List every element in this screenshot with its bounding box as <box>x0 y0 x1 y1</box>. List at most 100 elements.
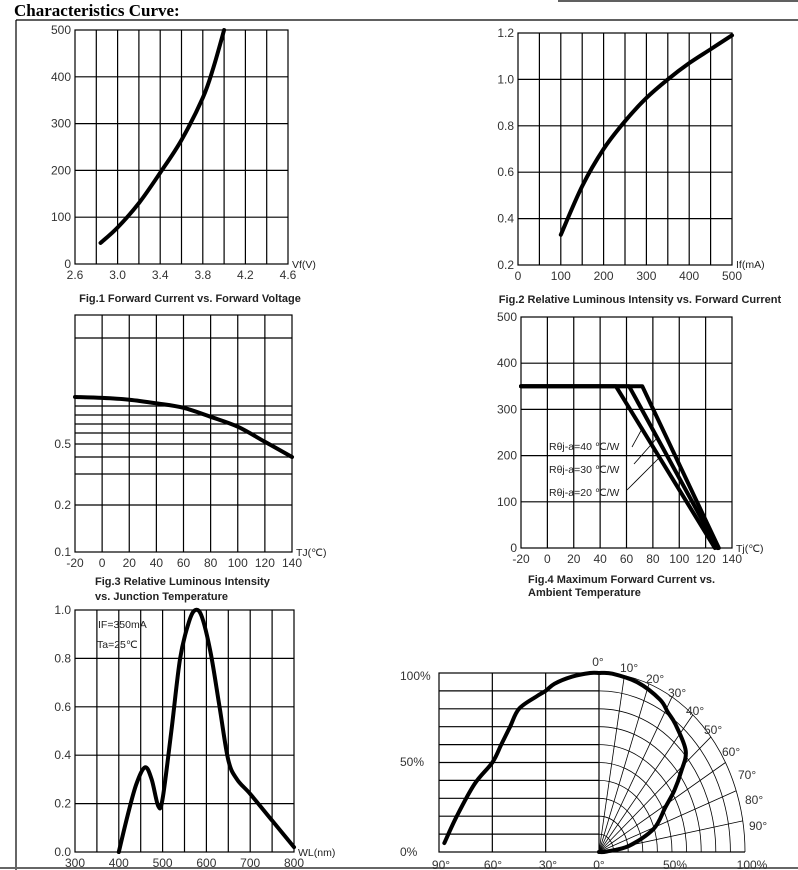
series-line-1 <box>98 28 227 245</box>
x-tick-label: 500 <box>722 269 742 283</box>
y-tick-label: 0.8 <box>54 651 71 665</box>
x-tick-label: 80 <box>646 552 660 566</box>
y-tick-label: 500 <box>497 310 517 324</box>
polar-spoke <box>598 675 625 853</box>
polar-arc <box>598 744 687 853</box>
bottom-axis-label: 60° <box>484 858 502 870</box>
angle-label: 40° <box>686 704 704 718</box>
angle-label: 80° <box>745 793 763 807</box>
x-tick-label: 60 <box>620 552 634 566</box>
angle-label: 0° <box>592 655 604 669</box>
x-axis-label: Tj(℃) <box>736 543 764 555</box>
chart-1: 2.6 3.0 3.4 3.8 4.2 4.6 0 100 200 300 400 500 Vf(V) F… <box>51 23 316 305</box>
chart-annotation: IF=350mA <box>98 619 147 631</box>
y-tick-label: 0.0 <box>54 845 71 859</box>
y-tick-label: 1.2 <box>497 26 514 40</box>
x-tick-label: 40 <box>150 556 164 570</box>
chart-annotation: Ta=25℃ <box>97 639 138 651</box>
series-line-1 <box>558 33 734 237</box>
polar-arc <box>598 726 702 853</box>
polar-arc <box>598 780 658 853</box>
bottom-axis-label: 30° <box>539 858 557 870</box>
series-label: Rθj-a=30 ℃/W <box>549 464 620 476</box>
y-tick-label: 0.1 <box>54 545 71 559</box>
x-tick-label: -20 <box>512 552 530 566</box>
series-line-3 <box>519 384 721 550</box>
x-tick-label: 400 <box>679 269 699 283</box>
x-tick-label: 20 <box>567 552 581 566</box>
x-tick-label: 60 <box>177 556 191 570</box>
polar-spoke <box>598 736 712 853</box>
y-tick-label: 100 <box>51 210 71 224</box>
y-tick-label: 400 <box>497 356 517 370</box>
x-tick-label: 40 <box>593 552 607 566</box>
angle-label: 70° <box>738 768 756 782</box>
figure-caption: Ambient Temperature <box>528 587 641 599</box>
y-tick-label: 0.8 <box>497 119 514 133</box>
x-axis-label: TJ(℃) <box>296 547 326 559</box>
pattern-curve-cartesian <box>442 670 601 846</box>
bottom-axis-label: 90° <box>432 858 450 870</box>
x-tick-label: 400 <box>109 856 129 870</box>
polar-spoke <box>598 683 650 853</box>
y-tick-label: 100 <box>497 495 517 509</box>
chart-6: 0° 10°20°30°40°50°60°70°80°90°90° 60° 30° 0°… <box>400 655 768 870</box>
y-tick-label: 0 <box>510 541 517 555</box>
angle-label: 50° <box>704 723 722 737</box>
y-tick-label: 500 <box>51 23 71 37</box>
polar-arc <box>598 762 673 853</box>
x-tick-label: 2.6 <box>67 268 84 282</box>
figure-caption: Fig.4 Maximum Forward Current vs. <box>528 574 715 586</box>
x-tick-label: 100 <box>669 552 689 566</box>
series-line-1 <box>116 607 296 854</box>
polar-spoke <box>598 762 726 853</box>
y-tick-label: 0.2 <box>54 498 71 512</box>
charts: 2.6 3.0 3.4 3.8 4.2 4.60100200300400500Vf(V)F… <box>51 23 782 870</box>
chart-3: -20 0 20 40 60 80 100 120 140 0.1 0.2 0.5 TJ(℃) Fig.3… <box>54 314 326 603</box>
y-tick-label: 0.2 <box>497 258 514 272</box>
x-tick-label: 100 <box>551 269 571 283</box>
chart-5: 300 400 500 600 700 800 0.0 0.2 0.4 0.6 0.8 1.0 WL(n… <box>54 603 335 870</box>
y-tick-label: 0.6 <box>54 700 71 714</box>
x-tick-label: 500 <box>153 856 173 870</box>
x-tick-label: 800 <box>284 856 304 870</box>
y-tick-label: 0.2 <box>54 797 71 811</box>
polar-spoke <box>598 790 737 853</box>
x-axis-label: WL(nm) <box>298 847 335 859</box>
x-tick-label: -20 <box>66 556 84 570</box>
x-tick-label: 140 <box>282 556 302 570</box>
y-tick-label: 300 <box>497 402 517 416</box>
y-tick-label: 0.6 <box>497 165 514 179</box>
bottom-axis-label: 0° <box>593 858 605 870</box>
polar-arc <box>598 708 717 853</box>
angle-label: 20° <box>646 672 664 686</box>
figure-caption: Fig.1 Forward Current vs. Forward Voltag… <box>79 293 301 305</box>
x-tick-label: 120 <box>255 556 275 570</box>
y-tick-label: 1.0 <box>54 603 71 617</box>
x-axis-label: If(mA) <box>736 259 765 271</box>
y-tick-label: 300 <box>51 117 71 131</box>
x-tick-label: 140 <box>722 552 742 566</box>
y-tick-label: 0 <box>64 257 71 271</box>
leader-line <box>633 437 658 465</box>
left-axis-label: 0% <box>400 845 418 859</box>
x-tick-label: 20 <box>123 556 137 570</box>
x-tick-label: 300 <box>636 269 656 283</box>
y-tick-label: 0.4 <box>54 748 71 762</box>
angle-label: 90° <box>749 819 767 833</box>
x-tick-label: 200 <box>594 269 614 283</box>
x-tick-label: 0 <box>99 556 106 570</box>
figure-caption: vs. Junction Temperature <box>95 591 228 603</box>
y-tick-label: 0.5 <box>54 437 71 451</box>
x-tick-label: 700 <box>240 856 260 870</box>
figure-caption: Fig.2 Relative Luminous Intensity vs. Fo… <box>499 294 782 306</box>
x-tick-label: 600 <box>196 856 216 870</box>
series-label: Rθj-a=20 ℃/W <box>549 487 620 499</box>
left-axis-label: 100% <box>400 669 431 683</box>
chart-4: -20 0 20 40 60 80 100 120 1400100200300400500Tj(… <box>497 310 764 599</box>
series-line-1 <box>73 395 294 459</box>
y-tick-label: 1.0 <box>497 72 514 86</box>
leader-line <box>631 426 644 448</box>
y-tick-label: 200 <box>51 163 71 177</box>
